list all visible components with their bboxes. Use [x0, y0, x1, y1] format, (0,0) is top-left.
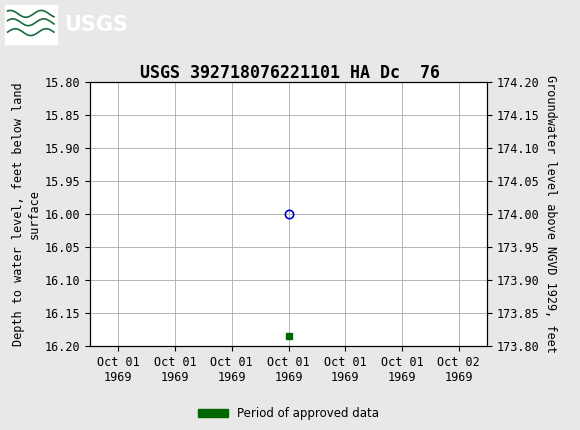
Legend: Period of approved data: Period of approved data	[193, 402, 384, 425]
Text: USGS 392718076221101 HA Dc  76: USGS 392718076221101 HA Dc 76	[140, 64, 440, 82]
Text: USGS: USGS	[64, 15, 128, 35]
Y-axis label: Depth to water level, feet below land
surface: Depth to water level, feet below land su…	[12, 82, 41, 346]
Y-axis label: Groundwater level above NGVD 1929, feet: Groundwater level above NGVD 1929, feet	[544, 75, 557, 353]
Bar	[5, 6, 57, 44]
